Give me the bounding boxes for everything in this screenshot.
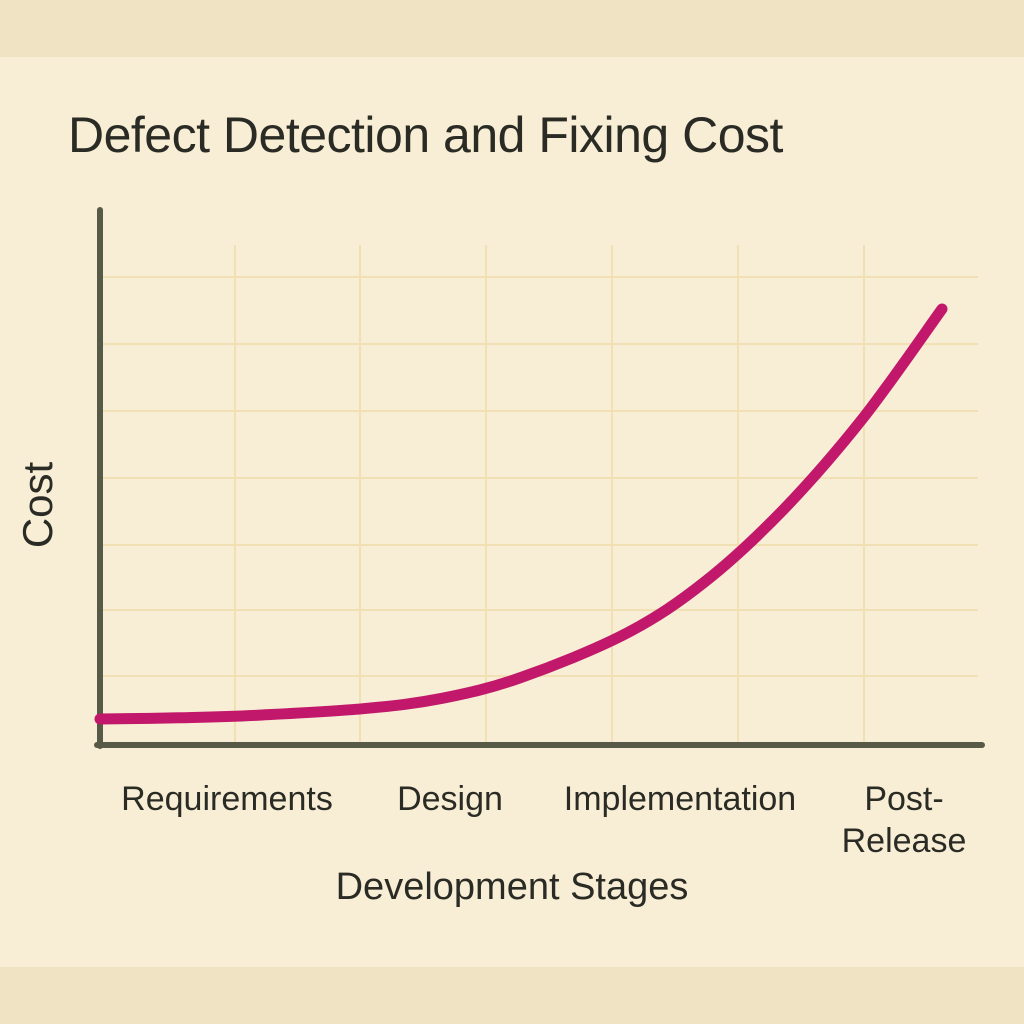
series-cost-line (94, 303, 948, 725)
x-tick-label: Requirements (121, 780, 333, 818)
x-axis-label: Development Stages (335, 866, 689, 908)
x-tick-label: Implementation (563, 780, 797, 818)
y-axis-label: Cost (14, 461, 61, 549)
grid-lines (103, 245, 978, 742)
x-tick-label: Design (397, 780, 503, 818)
chart-title: Defect Detection and Fixing Cost (68, 107, 783, 163)
chart-card (0, 57, 1024, 967)
x-tick-label: Post- Release (841, 780, 967, 860)
